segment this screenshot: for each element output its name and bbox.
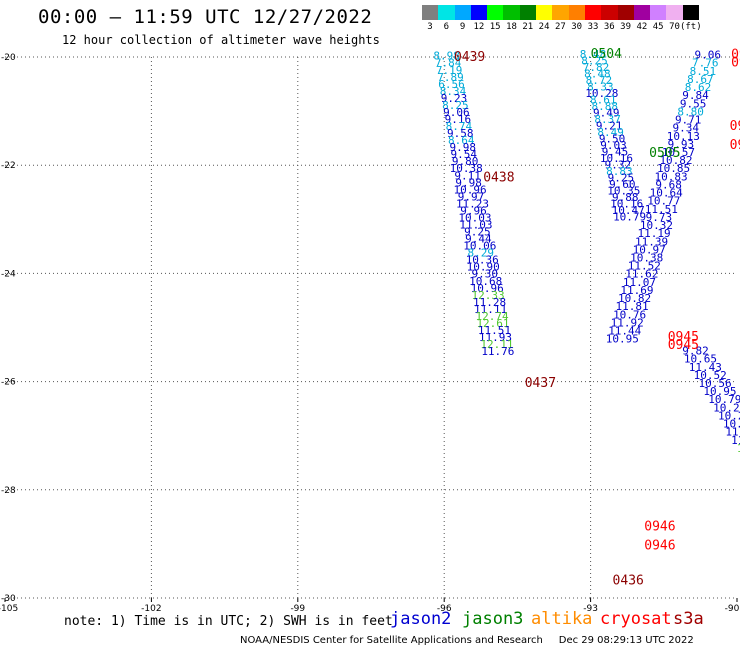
satellite-legend-altika: altika: [531, 609, 592, 629]
pass-time-label: 0437: [525, 376, 556, 391]
y-tick-label: -22: [1, 161, 16, 171]
x-tick-label: -102: [141, 604, 161, 614]
y-tick-label: -30: [1, 594, 16, 604]
credit-text: NOAA/NESDIS Center for Satellite Applica…: [240, 635, 694, 646]
wave-height-value: 10.95: [606, 333, 639, 346]
x-tick-label: -90: [725, 604, 740, 614]
wave-height-value: 11.76: [481, 345, 514, 358]
y-tick-label: -20: [1, 53, 16, 63]
pass-time-label: 0944: [730, 119, 740, 134]
x-tick-label: -105: [0, 604, 18, 614]
note-text: note: 1) Time is in UTC; 2) SWH is in fe…: [64, 614, 393, 629]
x-tick-label: -99: [290, 604, 305, 614]
y-tick-label: -28: [1, 486, 16, 496]
pass-time-label: 0436: [613, 573, 644, 588]
pass-time-label: 0946: [644, 538, 675, 553]
pass-time-label: 0505: [649, 146, 680, 161]
wave-height-map: { "title": "00:00 – 11:59 UTC 12/27/2022…: [0, 0, 740, 650]
pass-time-label: 0943: [731, 56, 740, 71]
satellite-legend-cryosat: cryosat: [600, 609, 672, 629]
pass-time-label: 0946: [644, 519, 675, 534]
satellite-legend-jason2: jason2: [390, 609, 451, 629]
pass-time-label: 0438: [483, 170, 514, 185]
y-tick-label: -26: [1, 378, 16, 388]
satellite-legend-jason3: jason3: [462, 609, 523, 629]
pass-time-label: 0439: [454, 50, 485, 65]
pass-time-label: 0944: [730, 138, 740, 153]
wave-height-plot: -105-102-99-96-93-90-20-22-24-26-28-308.…: [0, 0, 740, 650]
pass-time-label: 0504: [591, 47, 622, 62]
y-tick-label: -24: [1, 269, 16, 279]
pass-time-label: 0945: [668, 338, 699, 353]
satellite-legend-s3a: s3a: [673, 609, 704, 629]
